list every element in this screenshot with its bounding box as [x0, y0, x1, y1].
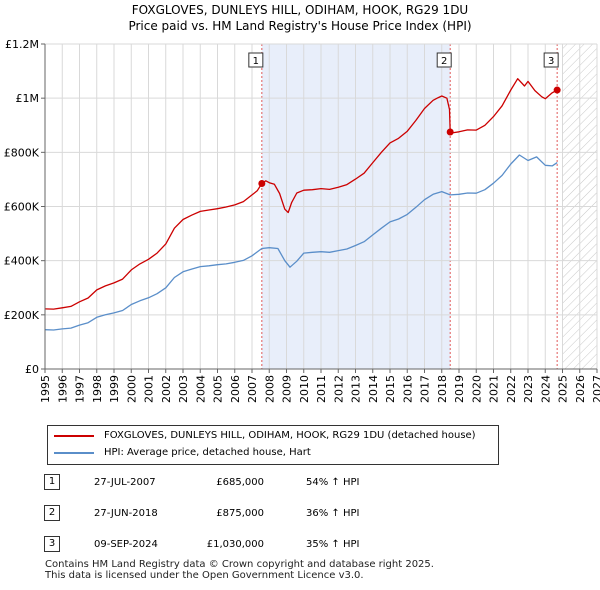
x-tick-label: 2027 — [591, 375, 600, 403]
x-tick-label: 2012 — [332, 375, 345, 403]
sale-label-box — [436, 52, 452, 68]
sale-point — [553, 86, 561, 94]
sale-label: 1 — [253, 56, 259, 67]
sale-row-2: 2 27-JUN-2018 £875,000 36% ↑ HPI — [44, 505, 464, 523]
x-tick-label: 2019 — [453, 375, 466, 403]
sale-hpi-change: 36% ↑ HPI — [306, 508, 360, 519]
sale-date: 27-JUL-2007 — [94, 477, 156, 488]
x-tick-label: 2016 — [401, 375, 414, 403]
footer-copyright: Contains HM Land Registry data © Crown c… — [45, 559, 434, 570]
sale-date: 09-SEP-2024 — [94, 539, 158, 550]
x-tick-label: 1998 — [91, 375, 104, 403]
x-tick-label: 2008 — [263, 375, 276, 403]
y-tick-label: £400K — [4, 255, 40, 268]
sale-row-1: 1 27-JUL-2007 £685,000 54% ↑ HPI — [44, 474, 464, 492]
legend-label-hpi: HPI: Average price, detached house, Hart — [104, 447, 311, 458]
x-tick-label: 2022 — [505, 375, 518, 403]
x-tick-label: 2017 — [419, 375, 432, 403]
y-tick-label: £1M — [16, 92, 40, 105]
sale-date: 27-JUN-2018 — [94, 508, 158, 519]
x-tick-label: 2015 — [384, 375, 397, 403]
legend-swatch-property — [54, 435, 94, 437]
sale-label: 3 — [548, 56, 554, 67]
sale-point — [258, 179, 266, 187]
x-tick-label: 1999 — [108, 375, 121, 403]
footer-licence: This data is licensed under the Open Gov… — [45, 570, 364, 581]
legend-label-property: FOXGLOVES, DUNLEYS HILL, ODIHAM, HOOK, R… — [104, 430, 476, 441]
x-tick-label: 2020 — [470, 375, 483, 403]
x-tick-label: 2000 — [125, 375, 138, 403]
sale-label: 2 — [441, 56, 447, 67]
sale-label-box — [543, 52, 559, 68]
sale-row-3: 3 09-SEP-2024 £1,030,000 35% ↑ HPI — [44, 536, 464, 554]
price-chart: 1 2 3 £0 £200K £400K £600K £800K £1M £1.2M 1995 19… — [4, 38, 600, 403]
legend: FOXGLOVES, DUNLEYS HILL, ODIHAM, HOOK, R… — [47, 425, 499, 465]
sale-hpi-change: 54% ↑ HPI — [306, 477, 360, 488]
x-tick-label: 2009 — [281, 375, 294, 403]
chart-title: FOXGLOVES, DUNLEYS HILL, ODIHAM, HOOK, R… — [0, 2, 600, 34]
x-tick-label: 2001 — [143, 375, 156, 403]
x-tick-label: 2005 — [212, 375, 225, 403]
x-tick-label: 2025 — [557, 375, 570, 403]
footer: Contains HM Land Registry data © Crown c… — [45, 559, 434, 581]
sale-price: £685,000 — [216, 477, 264, 488]
x-tick-label: 2013 — [350, 375, 363, 403]
y-tick-label: £800K — [4, 146, 40, 159]
x-tick-label: 2018 — [436, 375, 449, 403]
x-tick-label: 2003 — [177, 375, 190, 403]
x-tick-label: 2011 — [315, 375, 328, 403]
x-tick-label: 2002 — [160, 375, 173, 403]
x-tick-label: 2006 — [229, 375, 242, 403]
sale-number-badge: 1 — [44, 474, 60, 490]
x-tick-label: 2004 — [194, 375, 207, 403]
y-tick-label: £1.2M — [5, 38, 39, 51]
x-tick-label: 2023 — [522, 375, 535, 403]
sale-hpi-change: 35% ↑ HPI — [306, 539, 360, 550]
y-tick-label: £600K — [4, 201, 40, 214]
sale-point — [446, 128, 454, 136]
x-tick-label: 2007 — [246, 375, 259, 403]
y-tick-label: £0 — [25, 363, 39, 376]
y-tick-label: £200K — [4, 309, 40, 322]
x-tick-label: 1995 — [39, 375, 52, 403]
sale-number-badge: 3 — [44, 536, 60, 552]
x-tick-label: 2021 — [488, 375, 501, 403]
legend-swatch-hpi — [54, 452, 94, 454]
sale-price: £1,030,000 — [206, 539, 264, 550]
x-tick-label: 2026 — [574, 375, 587, 403]
title-line-1: FOXGLOVES, DUNLEYS HILL, ODIHAM, HOOK, R… — [131, 3, 469, 17]
x-tick-label: 2010 — [298, 375, 311, 403]
x-tick-label: 2024 — [539, 375, 552, 403]
x-tick-label: 2014 — [367, 375, 380, 403]
title-line-2: Price paid vs. HM Land Registry's House … — [128, 19, 472, 33]
x-tick-label: 1997 — [74, 375, 87, 403]
sale-price: £875,000 — [216, 508, 264, 519]
sale-number-badge: 2 — [44, 505, 60, 521]
sale-label-box — [248, 52, 264, 68]
hpi-line — [45, 154, 558, 331]
x-tick-label: 1996 — [56, 375, 69, 403]
property-price-line — [45, 78, 558, 310]
